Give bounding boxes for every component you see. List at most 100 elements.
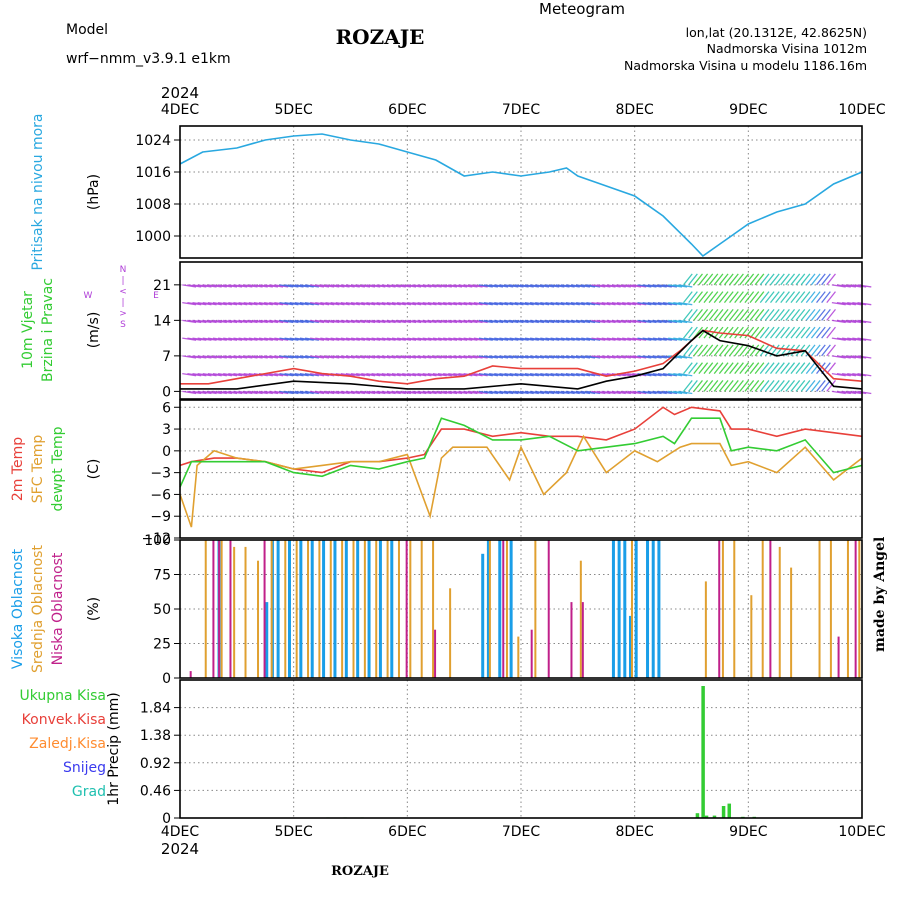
- wind-arrow: [842, 355, 857, 359]
- wind-arrow: [703, 362, 714, 375]
- wind-arrow: [294, 390, 309, 395]
- wind-arrow: [805, 308, 816, 321]
- wind-arrow: [269, 337, 284, 341]
- wind-arrow: [744, 273, 755, 286]
- wind-arrow: [581, 319, 596, 324]
- wind-arrow: [294, 284, 309, 288]
- compass-bar: |: [121, 276, 124, 286]
- panel-precip: 0 0.46 0.92 1.38 1.84 Ukupna Kisa Konvek.Kisa Z…: [19, 679, 863, 827]
- wind-arrow: [443, 284, 458, 288]
- wind-arrow: [729, 362, 739, 375]
- wind-arrow: [345, 337, 360, 341]
- y-tick-label: 14: [153, 313, 171, 329]
- wind-arrow: [243, 301, 258, 306]
- wind-arrow: [320, 284, 335, 288]
- wind-arrow: [258, 337, 273, 341]
- wind-arrow: [361, 284, 376, 288]
- wind-arrow: [652, 284, 667, 288]
- wind-arrow: [847, 372, 862, 377]
- wind-arrow: [657, 337, 672, 341]
- wind-arrow: [831, 337, 846, 341]
- wind-arrow: [478, 337, 493, 341]
- wind-arrow: [483, 319, 498, 324]
- wind-arrow: [422, 319, 437, 324]
- wind-arrow: [192, 337, 207, 341]
- wind-arrow: [601, 390, 616, 395]
- wind-arrow: [335, 390, 350, 395]
- wind-arrow: [540, 284, 555, 288]
- wind-arrow: [519, 301, 534, 306]
- wind-arrow: [576, 337, 591, 341]
- wind-arrow: [668, 319, 683, 324]
- wind-arrow: [764, 380, 775, 392]
- wind-arrow: [330, 337, 345, 341]
- wind-arrow: [274, 390, 289, 395]
- wind-arrow: [320, 319, 335, 324]
- wind-arrow: [581, 372, 596, 377]
- y-tick-label: 0: [162, 811, 171, 827]
- wind-arrow: [723, 344, 734, 357]
- wind-arrow: [826, 362, 836, 375]
- wind-arrow: [432, 284, 447, 288]
- wind-arrow: [304, 372, 319, 377]
- cloud-bar: [318, 540, 321, 678]
- wind-arrow: [836, 390, 851, 395]
- wind-arrow: [847, 390, 862, 395]
- wind-arrow: [795, 362, 806, 375]
- wind-arrow: [826, 344, 836, 357]
- wind-arrow: [678, 337, 693, 341]
- wind-arrow: [381, 301, 396, 306]
- y-tick-label: −3: [150, 466, 171, 482]
- wind-arrow: [826, 291, 836, 303]
- wind-arrow: [412, 337, 427, 341]
- unit-label: (%): [86, 597, 102, 621]
- wind-arrow: [386, 390, 401, 395]
- wind-arrow: [483, 372, 498, 377]
- wind-arrow: [417, 355, 432, 359]
- wind-arrow: [397, 337, 412, 341]
- series-line-sfc-temp: [179, 434, 863, 528]
- wind-arrow: [810, 344, 821, 357]
- wind-arrow: [478, 355, 493, 359]
- wind-arrow: [729, 326, 739, 339]
- wind-arrow: [412, 319, 427, 324]
- wind-arrow: [688, 344, 698, 357]
- wind-arrow: [345, 319, 360, 324]
- wind-arrow: [586, 372, 601, 377]
- y-tick-label: 75: [153, 568, 171, 584]
- cloud-bar: [718, 540, 721, 678]
- y-tick-label: 0: [162, 444, 171, 460]
- wind-arrow: [494, 355, 509, 359]
- wind-arrow: [555, 355, 570, 359]
- wind-arrow: [289, 355, 304, 359]
- wind-arrow: [852, 355, 867, 359]
- wind-arrow: [340, 337, 355, 341]
- wind-arrow: [448, 337, 463, 341]
- wind-arrow: [483, 390, 498, 395]
- wind-arrow: [304, 284, 319, 288]
- compass-right: >: [119, 309, 127, 319]
- wind-arrow: [739, 273, 750, 286]
- cloud-bar: [244, 546, 247, 678]
- wind-arrow: [417, 337, 432, 341]
- precip-legend-item: Grad: [72, 784, 106, 800]
- wind-arrow: [555, 301, 570, 306]
- wind-arrow: [810, 308, 821, 321]
- wind-arrow: [299, 390, 314, 395]
- panel-temperature: −12 −9 −6 −3 0 3 6 2m Temp SFC Temp dewpt Temp (C): [10, 399, 863, 547]
- wind-arrow: [443, 390, 458, 395]
- precip-bar: [721, 806, 726, 818]
- wind-arrow: [473, 355, 488, 359]
- cloud-bar: [488, 540, 491, 678]
- wind-arrow: [759, 308, 770, 321]
- cloud-bar: [333, 540, 337, 678]
- wind-arrow: [340, 390, 355, 395]
- wind-arrow: [417, 284, 432, 288]
- wind-arrow: [494, 390, 509, 395]
- wind-arrow: [560, 337, 575, 341]
- cloud-bar: [509, 540, 513, 678]
- wind-arrow: [350, 301, 366, 306]
- wind-arrow: [769, 362, 780, 375]
- wind-arrow: [606, 337, 621, 341]
